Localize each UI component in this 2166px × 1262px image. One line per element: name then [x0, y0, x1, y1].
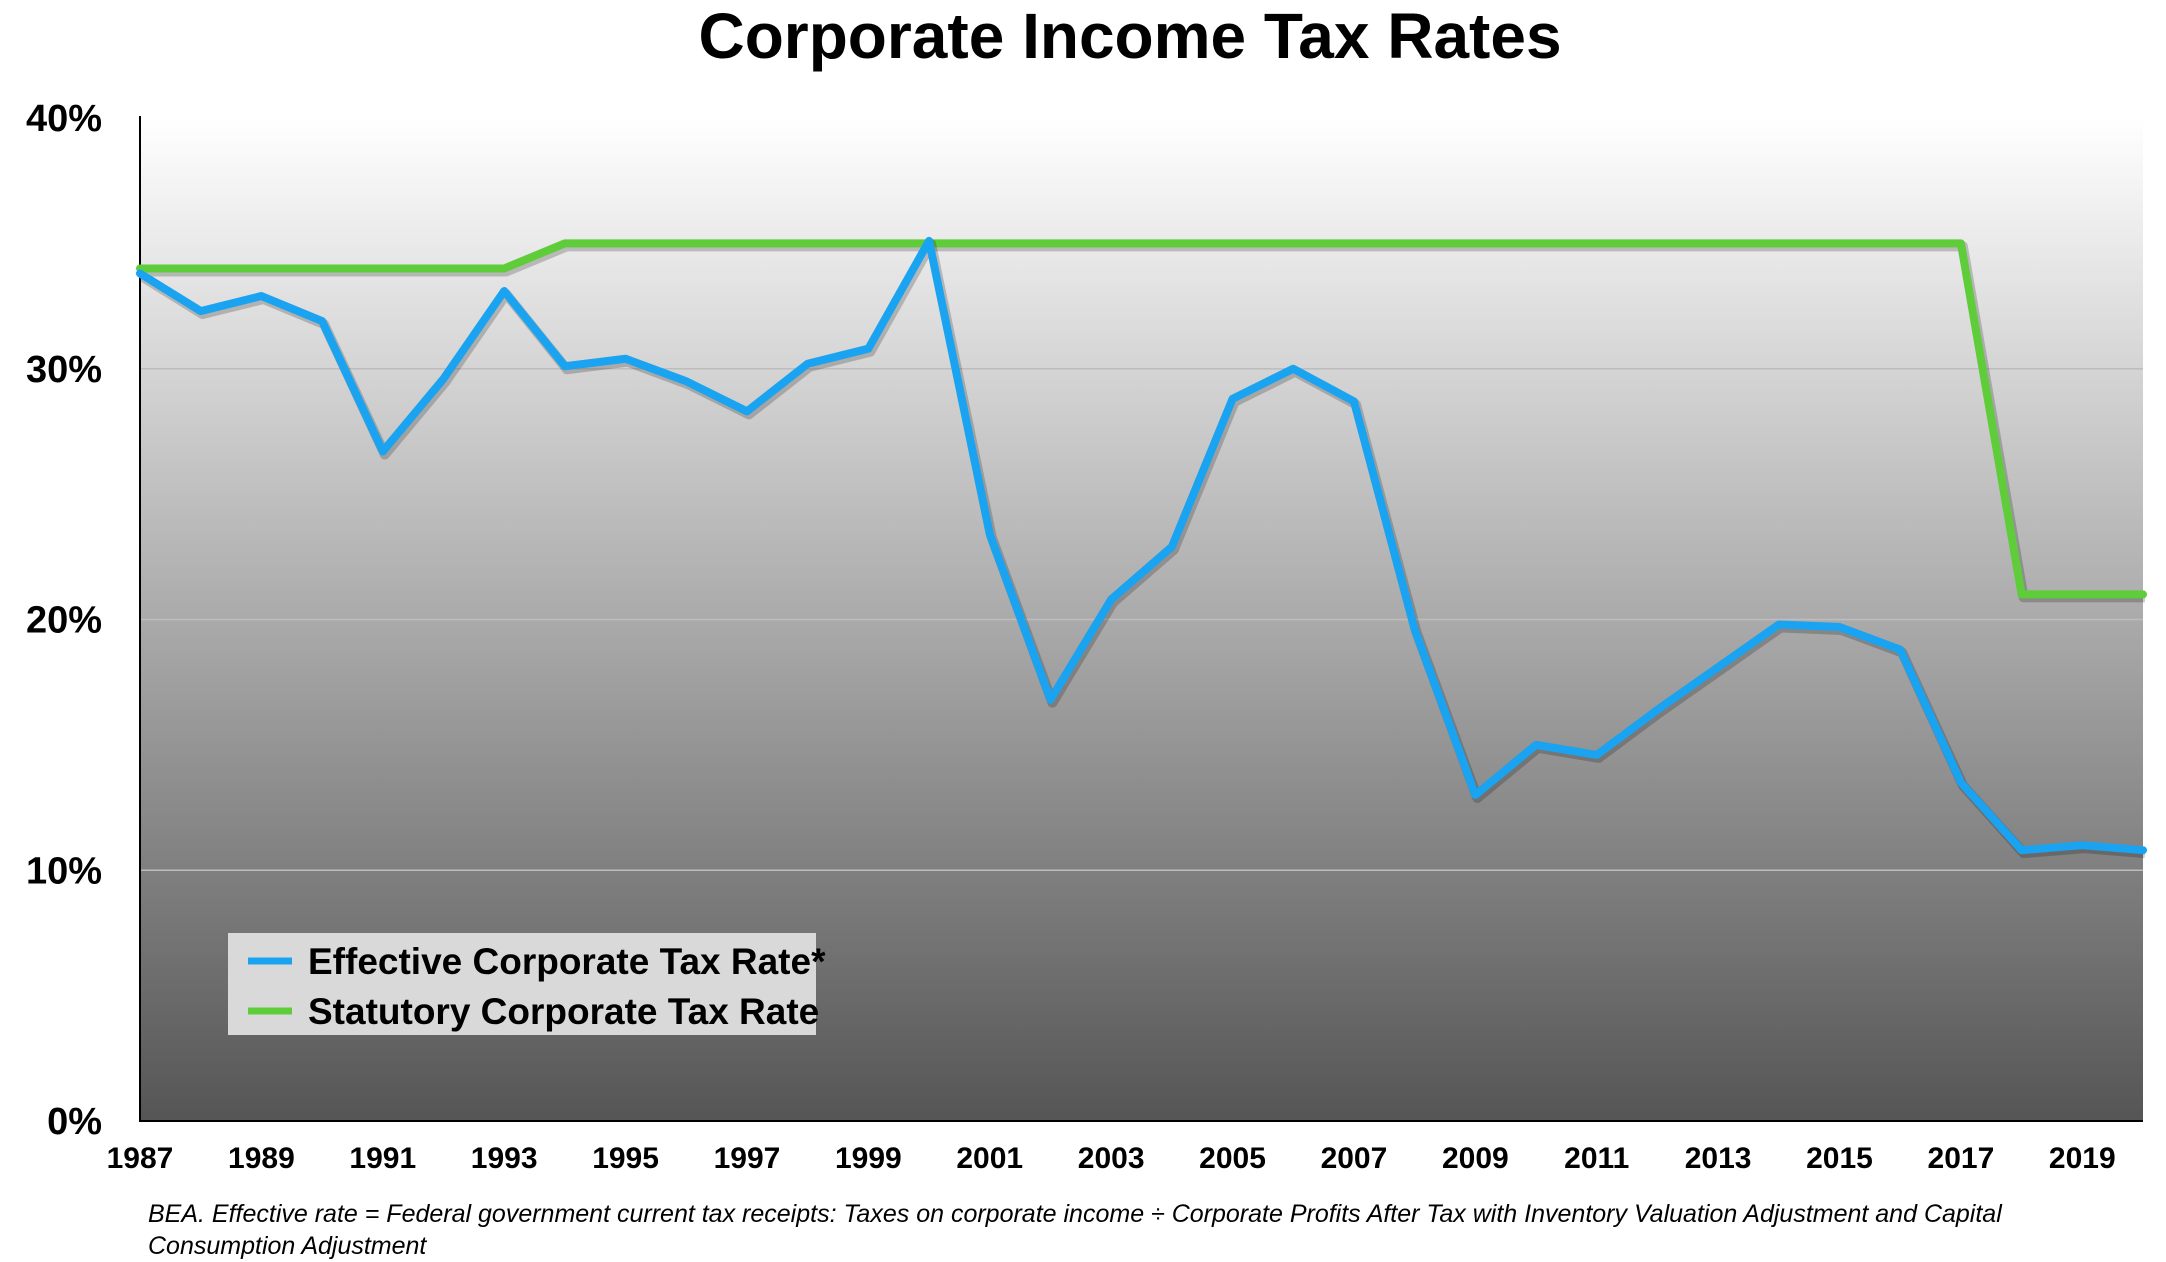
- legend-label-statutory: Statutory Corporate Tax Rate: [308, 991, 819, 1032]
- series-line-effective: [136, 236, 2147, 855]
- x-tick-label: 1989: [228, 1142, 295, 1175]
- x-tick-label: 2005: [1199, 1142, 1266, 1175]
- legend-box: [228, 933, 816, 1035]
- y-tick-label: 0%: [47, 1101, 102, 1143]
- x-tick-label: 1995: [592, 1142, 659, 1175]
- x-tick-label: 1987: [107, 1142, 174, 1175]
- y-tick-label: 10%: [26, 850, 102, 892]
- y-tick-label: 40%: [26, 98, 102, 140]
- x-tick-label: 1999: [835, 1142, 902, 1175]
- series-lines: [136, 236, 2147, 859]
- x-tick-label: 2019: [2049, 1142, 2116, 1175]
- gridlines: [140, 368, 2143, 871]
- x-tick-label: 2011: [1564, 1142, 1629, 1175]
- x-tick-label: 1997: [714, 1142, 781, 1175]
- x-tick-label: 2001: [956, 1142, 1023, 1175]
- y-tick-label: 30%: [26, 349, 102, 391]
- x-tick-label: 2009: [1442, 1142, 1509, 1175]
- x-tick-label: 2013: [1685, 1142, 1752, 1175]
- footnote: BEA. Effective rate = Federal government…: [148, 1200, 2002, 1260]
- y-tick-label: 20%: [26, 600, 102, 642]
- series-line-statutory: [136, 239, 2147, 599]
- legend-label-effective: Effective Corporate Tax Rate*: [308, 941, 826, 982]
- y-axis-ticks: 0% 10% 20% 30% 40%: [26, 98, 102, 1143]
- x-axis-ticks: 1987 1989 1991 1993 1995 1997 1999 2001 2003 2005…: [107, 1142, 2116, 1175]
- x-tick-label: 2007: [1321, 1142, 1388, 1175]
- axes: [139, 116, 2143, 1122]
- x-tick-label: 2015: [1806, 1142, 1873, 1175]
- x-tick-label: 2017: [1928, 1142, 1995, 1175]
- x-tick-label: 1993: [471, 1142, 538, 1175]
- x-tick-label: 2003: [1078, 1142, 1145, 1175]
- x-tick-label: 1991: [349, 1142, 416, 1175]
- chart-title: Corporate Income Tax Rates: [698, 0, 1561, 72]
- legend: Effective Corporate Tax Rate* Statutory …: [228, 933, 826, 1035]
